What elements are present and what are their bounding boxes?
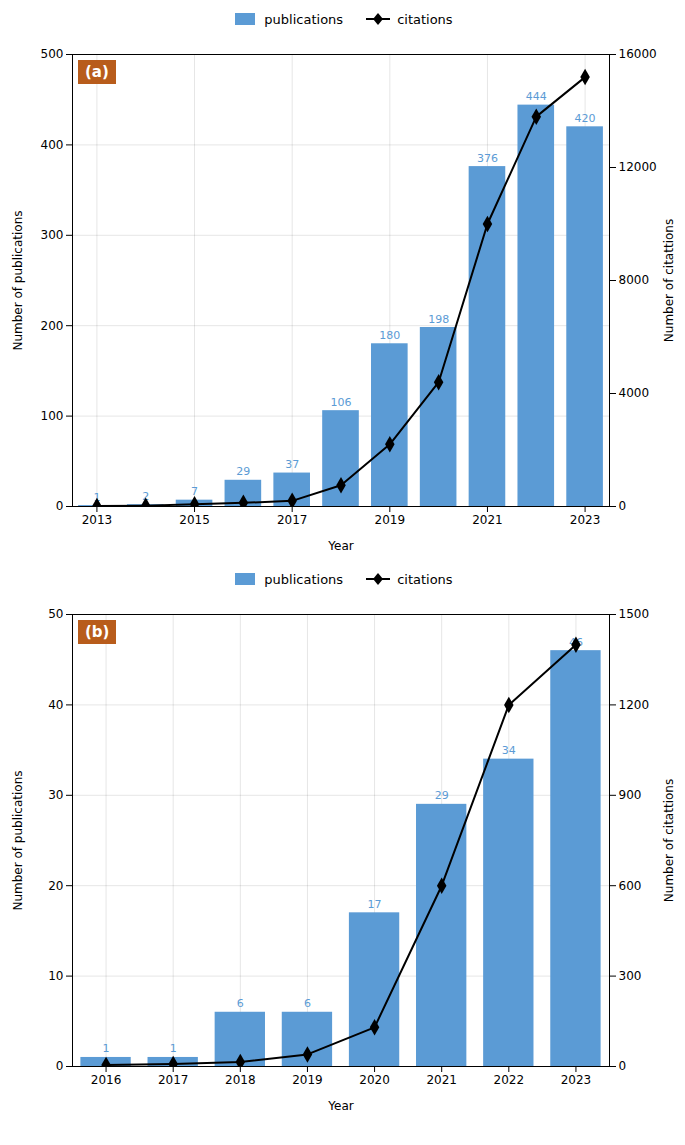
svg-text:37: 37 — [285, 458, 299, 471]
svg-text:300: 300 — [619, 969, 642, 983]
svg-text:1: 1 — [170, 1042, 177, 1055]
svg-text:20: 20 — [48, 879, 63, 893]
svg-text:50: 50 — [48, 607, 63, 621]
svg-text:Year: Year — [327, 1099, 353, 1113]
html-text:citations: citations — [397, 571, 453, 587]
svg-text:Number of publications: Number of publications — [11, 210, 25, 350]
svg-text:0: 0 — [619, 499, 627, 513]
svg-text:4000: 4000 — [619, 386, 650, 400]
svg-text:0: 0 — [56, 499, 64, 513]
html-text:(b): (b) — [85, 623, 110, 641]
svg-text:Year: Year — [327, 539, 353, 553]
svg-text:2013: 2013 — [82, 513, 113, 527]
svg-text:2021: 2021 — [426, 1073, 457, 1087]
svg-text:30: 30 — [48, 788, 63, 802]
svg-text:106: 106 — [331, 396, 352, 409]
svg-text:2017: 2017 — [277, 513, 308, 527]
svg-text:2016: 2016 — [91, 1073, 122, 1087]
svg-text:6: 6 — [237, 997, 244, 1010]
svg-text:12000: 12000 — [619, 160, 657, 174]
svg-text:8000: 8000 — [619, 273, 650, 287]
svg-text:2021: 2021 — [472, 513, 503, 527]
html-text:publications: publications — [264, 11, 344, 27]
svg-text:2019: 2019 — [375, 513, 406, 527]
svg-text:7: 7 — [191, 485, 198, 498]
svg-text:Number of publications: Number of publications — [11, 770, 25, 910]
svg-text:900: 900 — [619, 788, 642, 802]
svg-text:2023: 2023 — [561, 1073, 592, 1087]
svg-text:29: 29 — [236, 465, 250, 478]
svg-text:1200: 1200 — [619, 698, 650, 712]
svg-text:34: 34 — [502, 744, 516, 757]
svg-text:100: 100 — [41, 409, 64, 423]
svg-text:444: 444 — [526, 90, 547, 103]
svg-text:2020: 2020 — [359, 1073, 390, 1087]
svg-text:46: 46 — [569, 636, 583, 649]
svg-text:0: 0 — [619, 1059, 627, 1073]
svg-text:180: 180 — [379, 329, 400, 342]
svg-text:Number of citattions: Number of citattions — [662, 779, 676, 902]
svg-text:40: 40 — [48, 698, 63, 712]
svg-text:300: 300 — [41, 228, 64, 242]
svg-text:1: 1 — [103, 1042, 110, 1055]
html-text:publications: publications — [264, 571, 344, 587]
svg-text:2017: 2017 — [158, 1073, 189, 1087]
html-text:citations: citations — [397, 11, 453, 27]
svg-text:198: 198 — [428, 313, 449, 326]
svg-text:1: 1 — [93, 491, 100, 504]
svg-text:200: 200 — [41, 319, 64, 333]
svg-text:Number of citattions: Number of citattions — [662, 219, 676, 342]
html-text:(a): (a) — [85, 63, 109, 81]
svg-text:420: 420 — [575, 112, 596, 125]
svg-text:2018: 2018 — [225, 1073, 256, 1087]
svg-text:2022: 2022 — [494, 1073, 525, 1087]
svg-text:2: 2 — [142, 490, 149, 503]
svg-text:376: 376 — [477, 152, 498, 165]
svg-text:500: 500 — [41, 47, 64, 61]
svg-text:16000: 16000 — [619, 47, 657, 61]
svg-text:2015: 2015 — [179, 513, 210, 527]
svg-text:400: 400 — [41, 138, 64, 152]
svg-text:1500: 1500 — [619, 607, 650, 621]
svg-text:0: 0 — [56, 1059, 64, 1073]
svg-text:600: 600 — [619, 879, 642, 893]
svg-text:17: 17 — [368, 898, 382, 911]
svg-text:10: 10 — [48, 969, 63, 983]
svg-text:2019: 2019 — [292, 1073, 323, 1087]
svg-text:29: 29 — [435, 789, 449, 802]
svg-text:6: 6 — [304, 997, 311, 1010]
svg-text:2023: 2023 — [570, 513, 601, 527]
